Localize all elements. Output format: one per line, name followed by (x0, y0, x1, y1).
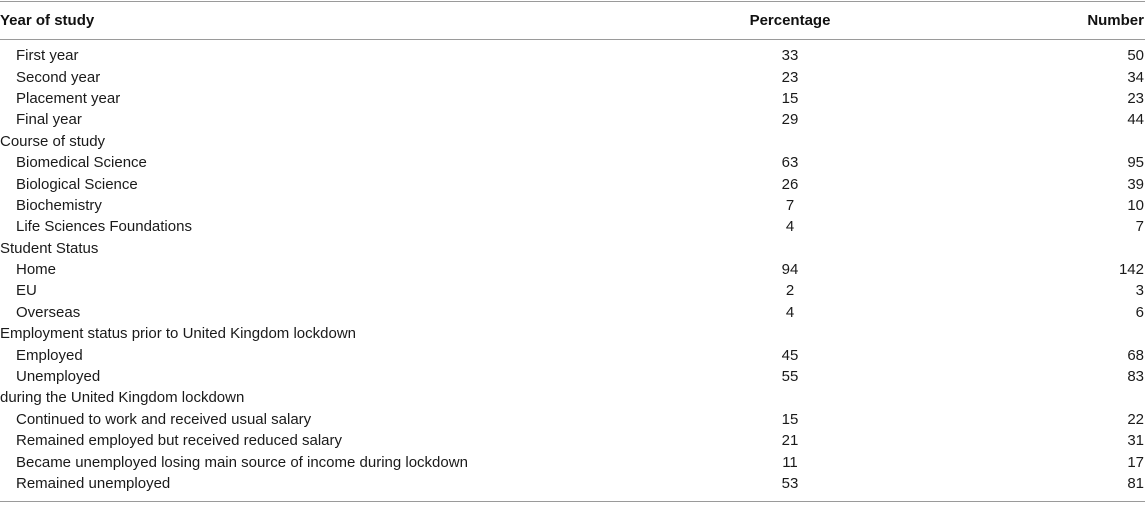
row-label: Biological Science (16, 175, 138, 193)
table-row: First year 33 50 (0, 45, 1145, 66)
table-row: Home 94 142 (0, 259, 1145, 280)
table-row: EU 2 3 (0, 280, 1145, 301)
number-cell: 7 (1135, 218, 1144, 236)
table-top-rule (0, 1, 1145, 2)
table-row: Unemployed 55 83 (0, 366, 1145, 387)
table-row: Continued to work and received usual sal… (0, 409, 1145, 430)
table-header-row: Year of study Percentage Number (0, 2, 1145, 39)
percentage-cell: 15 (781, 89, 799, 107)
table-row: Placement year 15 23 (0, 88, 1145, 109)
percentage-cell: 26 (781, 175, 799, 193)
row-label: Placement year (16, 89, 121, 107)
row-label: Biomedical Science (16, 154, 147, 172)
table-section-row: Course of study (0, 131, 1145, 152)
percentage-cell: 21 (781, 432, 799, 450)
percentage-cell: 11 (782, 453, 798, 471)
table-body: First year 33 50 Second year 23 34 Placement y… (0, 40, 1145, 494)
row-label: Unemployed (16, 368, 101, 386)
number-cell: 3 (1135, 282, 1144, 300)
table-row: Overseas 4 6 (0, 302, 1145, 323)
table-section-row: Employment status prior to United Kingdo… (0, 323, 1145, 344)
row-label: Remained unemployed (16, 475, 171, 492)
percentage-cell: 4 (785, 303, 795, 321)
row-label: EU (16, 282, 37, 300)
row-label: Became unemployed losing main source of … (16, 453, 468, 471)
percentage-cell: 94 (781, 261, 799, 279)
number-cell: 17 (1127, 453, 1144, 471)
number-cell: 23 (1127, 89, 1144, 107)
row-label: Continued to work and received usual sal… (16, 410, 312, 428)
row-label: Employed (16, 346, 83, 364)
number-cell: 44 (1127, 111, 1144, 129)
percentage-cell: 15 (781, 410, 799, 428)
section-label: Employment status prior to United Kingdo… (0, 325, 357, 343)
percentage-cell: 55 (781, 368, 799, 386)
table-bottom-rule (0, 501, 1145, 503)
row-label: Biochemistry (16, 196, 102, 214)
table-row: Biochemistry 7 10 (0, 195, 1145, 216)
number-cell: 81 (1127, 475, 1144, 492)
header-year-of-study: Year of study (0, 12, 95, 29)
section-label: during the United Kingdom lockdown (0, 389, 245, 407)
table-header-rule (0, 39, 1145, 40)
percentage-cell: 45 (781, 346, 799, 364)
header-percentage: Percentage (749, 12, 831, 29)
table-row: Employed 45 68 (0, 344, 1145, 365)
number-cell: 83 (1127, 368, 1144, 386)
table-section-row: Student Status (0, 238, 1145, 259)
number-cell: 10 (1127, 196, 1144, 214)
number-cell: 22 (1127, 410, 1144, 428)
row-label: Remained employed but received reduced s… (16, 432, 343, 450)
number-cell: 50 (1127, 47, 1144, 65)
percentage-cell: 53 (781, 475, 799, 492)
number-cell: 31 (1127, 432, 1144, 450)
number-cell: 6 (1135, 303, 1144, 321)
table-row: Final year 29 44 (0, 109, 1145, 130)
section-label: Course of study (0, 132, 106, 150)
row-label: Home (16, 261, 57, 279)
table-row: Became unemployed losing main source of … (0, 451, 1145, 472)
percentage-cell: 4 (785, 218, 795, 236)
number-cell: 68 (1127, 346, 1144, 364)
percentage-cell: 2 (785, 282, 795, 300)
percentage-cell: 29 (781, 111, 799, 129)
row-label: Final year (16, 111, 82, 129)
table-row: Remained employed but received reduced s… (0, 430, 1145, 451)
number-cell: 95 (1127, 154, 1144, 172)
number-cell: 34 (1127, 68, 1144, 86)
table-row: Remained unemployed 53 81 (0, 473, 1145, 494)
table-section-row: during the United Kingdom lockdown (0, 387, 1145, 408)
section-label: Student Status (0, 239, 99, 257)
percentage-cell: 23 (781, 68, 799, 86)
number-cell: 39 (1127, 175, 1144, 193)
row-label: Second year (16, 68, 101, 86)
number-cell: 142 (1118, 261, 1144, 279)
percentage-cell: 33 (781, 47, 799, 65)
table-row: Biological Science 26 39 (0, 173, 1145, 194)
table-row: Biomedical Science 63 95 (0, 152, 1145, 173)
row-label: Overseas (16, 303, 81, 321)
percentage-cell: 7 (785, 196, 795, 214)
table-row: Second year 23 34 (0, 66, 1145, 87)
percentage-cell: 63 (781, 154, 799, 172)
table-row: Life Sciences Foundations 4 7 (0, 216, 1145, 237)
row-label: First year (16, 47, 79, 65)
row-label: Life Sciences Foundations (16, 218, 192, 236)
header-number: Number (1087, 12, 1144, 29)
